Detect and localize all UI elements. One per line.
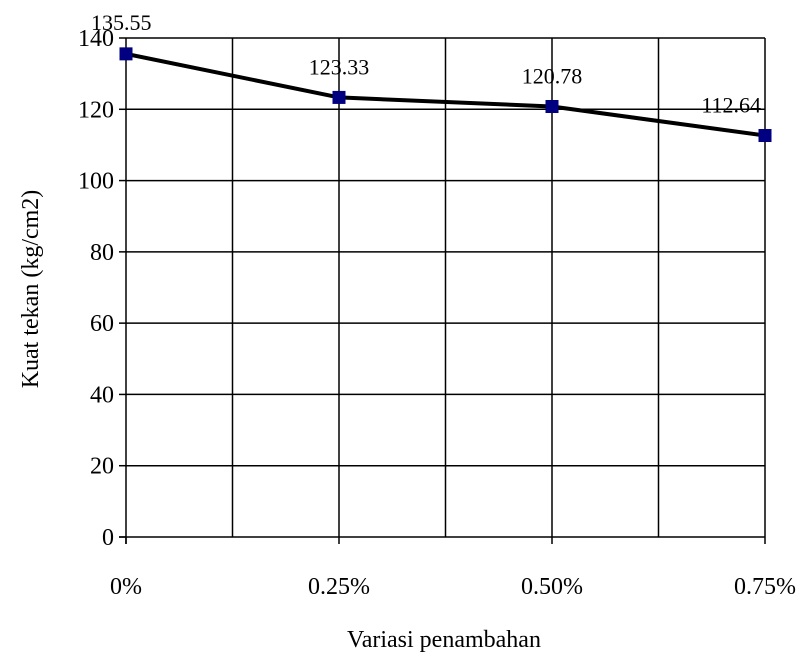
data-point-marker: [332, 90, 346, 104]
y-axis-title: Kuat tekan (kg/cm2): [18, 190, 44, 389]
x-tick-label: 0.25%: [308, 574, 370, 600]
data-labels: 135.55 123.33 120.78 112.64: [91, 10, 761, 118]
data-label: 112.64: [701, 93, 761, 118]
x-tick-label: 0%: [110, 574, 142, 600]
x-axis-title: Variasi penambahan: [347, 627, 541, 653]
y-tick-label: 120: [78, 97, 114, 123]
data-point-marker: [758, 129, 772, 143]
axes: [119, 37, 766, 544]
x-tick-label: 0.75%: [734, 574, 796, 600]
data-label: 123.33: [309, 54, 370, 79]
series-line: [125, 51, 766, 138]
y-tick-labels: 0 20 40 60 80 100 120 140: [78, 26, 114, 551]
x-tick-labels: 0% 0.25% 0.50% 0.75%: [110, 574, 796, 600]
y-tick-label: 60: [90, 311, 114, 337]
y-tick-label: 40: [90, 382, 114, 408]
y-tick-label: 0: [102, 525, 114, 551]
data-point-marker: [545, 100, 559, 114]
data-series: [119, 47, 772, 143]
grid-lines: [126, 37, 766, 537]
y-tick-label: 80: [90, 240, 114, 266]
y-tick-label: 20: [90, 454, 114, 480]
data-label: 120.78: [522, 64, 583, 89]
x-tick-label: 0.50%: [521, 574, 583, 600]
data-label: 135.55: [91, 10, 152, 35]
data-point-marker: [119, 47, 133, 61]
y-tick-label: 140: [78, 26, 114, 52]
y-tick-label: 100: [78, 169, 114, 195]
